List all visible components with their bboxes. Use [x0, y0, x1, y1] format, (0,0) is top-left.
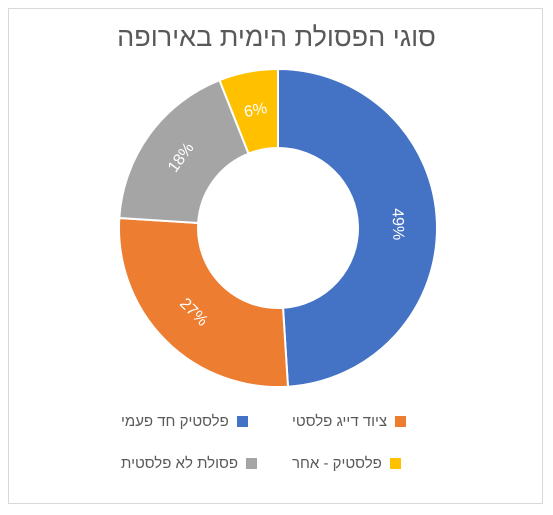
- slice-3: [218, 67, 279, 155]
- legend-label: פלסטיק - אחר: [292, 455, 382, 472]
- legend-label: ציוד דייג פלסטי: [292, 413, 388, 430]
- slice-2: [118, 78, 250, 225]
- legend-item-fishing-gear: ציוד דייג פלסטי: [292, 413, 407, 430]
- legend-swatch: [389, 458, 401, 469]
- legend-swatch: [245, 458, 257, 469]
- slice-0: [277, 67, 438, 388]
- legend-item-single-use-plastic: פלסטיק חד פעמי: [121, 413, 248, 430]
- legend-item-non-plastic-waste: פסולת לא פלסטית: [121, 455, 257, 472]
- chart-title: סוגי הפסולת הימית באירופה: [117, 22, 436, 52]
- legend-label: פסולת לא פלסטית: [121, 455, 238, 472]
- legend-swatch: [236, 416, 248, 427]
- slice-1: [118, 216, 290, 388]
- legend-label: פלסטיק חד פעמי: [121, 413, 229, 430]
- legend-item-other-plastic: פלסטיק - אחר: [292, 455, 401, 472]
- data-label-0: 49%: [388, 208, 406, 241]
- data-label-3: 6%: [243, 100, 269, 121]
- legend-swatch: [395, 416, 407, 427]
